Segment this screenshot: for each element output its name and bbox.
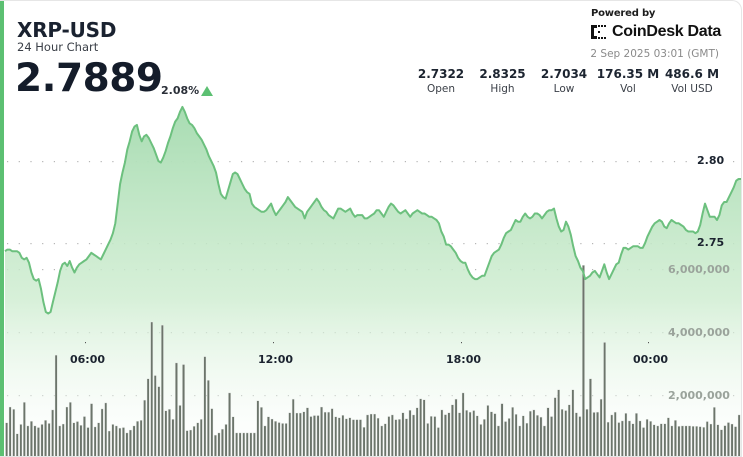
change-percent: 2.08% bbox=[161, 84, 200, 97]
y-tick-label-price: 2.80 bbox=[697, 154, 725, 167]
stat-label: Vol bbox=[620, 83, 636, 95]
current-price: 2.7889 bbox=[15, 56, 163, 101]
x-tick-label: 00:00 bbox=[633, 353, 669, 366]
stat-label: Vol USD bbox=[671, 83, 713, 95]
stat-vol: 176.35 M Vol bbox=[593, 67, 663, 95]
stat-label: Open bbox=[426, 83, 456, 95]
stat-open: 2.7322 Open bbox=[412, 67, 470, 95]
brand-name: CoinDesk Data bbox=[612, 23, 722, 40]
x-tick-label: 18:00 bbox=[446, 353, 482, 366]
accent-bar bbox=[0, 1, 4, 456]
x-tick-label: 06:00 bbox=[70, 353, 106, 366]
y-tick-label-volume: 2,000,000 bbox=[668, 389, 730, 402]
stat-vol-usd: 486.6 M Vol USD bbox=[663, 67, 721, 95]
up-arrow-icon bbox=[201, 86, 213, 96]
stat-value: 2.7034 bbox=[540, 67, 588, 81]
x-tick-marks bbox=[85, 342, 649, 344]
coindesk-logo-icon bbox=[591, 25, 606, 39]
symbol-title: XRP-USD bbox=[17, 18, 117, 42]
stat-low: 2.7034 Low bbox=[535, 67, 593, 95]
stat-value: 2.7322 bbox=[417, 67, 465, 81]
stat-label: Low bbox=[553, 83, 575, 95]
x-tick-label: 12:00 bbox=[258, 353, 294, 366]
y-tick-label-price: 2.75 bbox=[697, 236, 725, 249]
timestamp: 2 Sep 2025 03:01 (GMT) bbox=[590, 48, 719, 60]
chart-subtitle: 24 Hour Chart bbox=[17, 40, 99, 54]
stat-label: High bbox=[490, 83, 515, 95]
stat-value: 486.6 M bbox=[664, 67, 720, 81]
stats-row: 2.7322 Open 2.8325 High 2.7034 Low 176.3… bbox=[412, 67, 721, 95]
stat-value: 176.35 M bbox=[596, 67, 660, 81]
y-tick-label-volume: 6,000,000 bbox=[668, 263, 730, 276]
stat-high: 2.8325 High bbox=[470, 67, 535, 95]
y-tick-label-volume: 4,000,000 bbox=[668, 326, 730, 339]
powered-by-label: Powered by bbox=[591, 8, 656, 19]
volume-bars bbox=[5, 265, 741, 456]
brand-logo-link[interactable]: CoinDesk Data bbox=[591, 23, 721, 41]
stat-value: 2.8325 bbox=[479, 67, 526, 81]
price-area bbox=[5, 106, 741, 456]
price-line bbox=[4, 105, 741, 315]
